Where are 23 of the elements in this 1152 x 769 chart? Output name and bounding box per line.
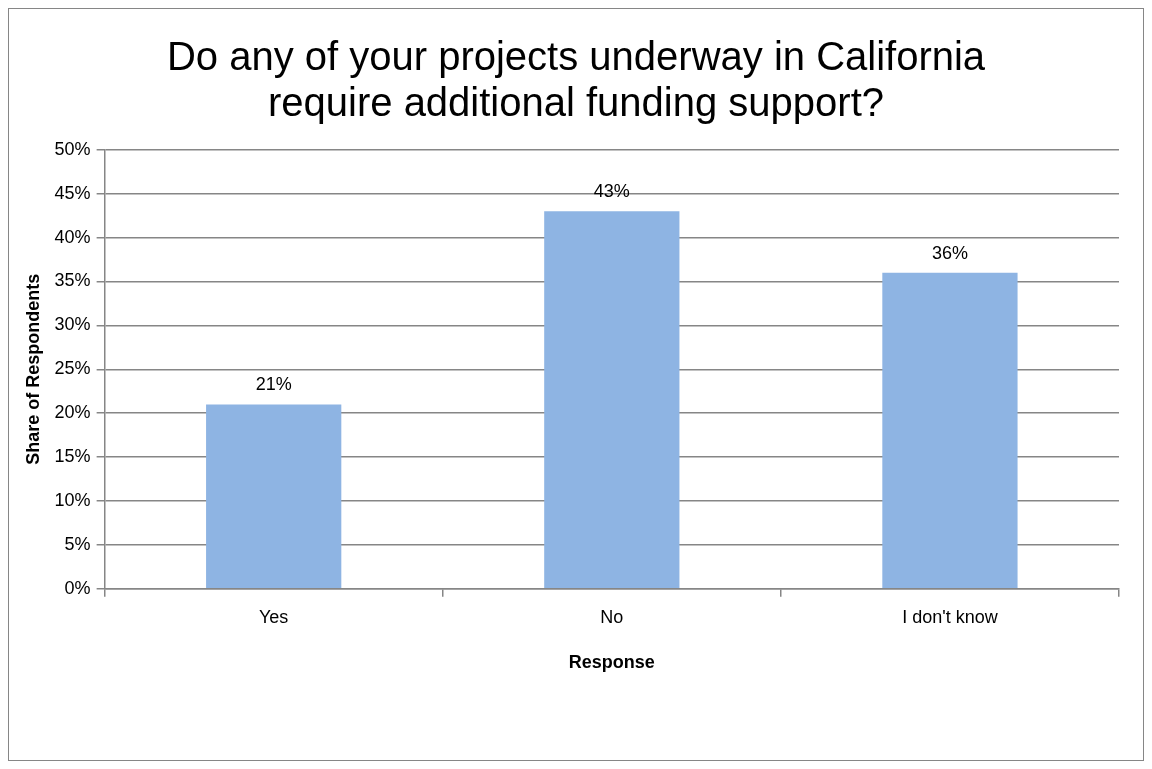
y-tick-label: 45% [54, 182, 91, 203]
x-tick-label: No [600, 606, 624, 627]
data-label: 43% [593, 181, 630, 202]
y-tick-label: 35% [54, 270, 91, 291]
chart-title: Do any of your projects underway in California require additional funding support? [166, 33, 986, 125]
y-tick-label: 10% [54, 489, 91, 510]
y-tick-label: 0% [64, 577, 91, 598]
y-axis-title: Share of Respondents [22, 273, 43, 465]
x-tick-label: Yes [259, 606, 289, 627]
y-tick-label: 20% [54, 402, 91, 423]
x-axis-title: Response [568, 652, 655, 673]
y-tick-label: 5% [64, 533, 91, 554]
y-tick-label: 40% [54, 226, 91, 247]
y-tick-label: 15% [54, 446, 91, 467]
bar [544, 211, 680, 589]
y-tick-label: 30% [54, 314, 91, 335]
data-label: 36% [931, 242, 968, 263]
y-tick-label: 50% [54, 138, 91, 159]
x-tick-label: I don't know [902, 606, 999, 627]
bar [882, 272, 1018, 589]
y-tick-label: 25% [54, 358, 91, 379]
bar [206, 404, 342, 589]
data-label: 21% [255, 374, 292, 395]
